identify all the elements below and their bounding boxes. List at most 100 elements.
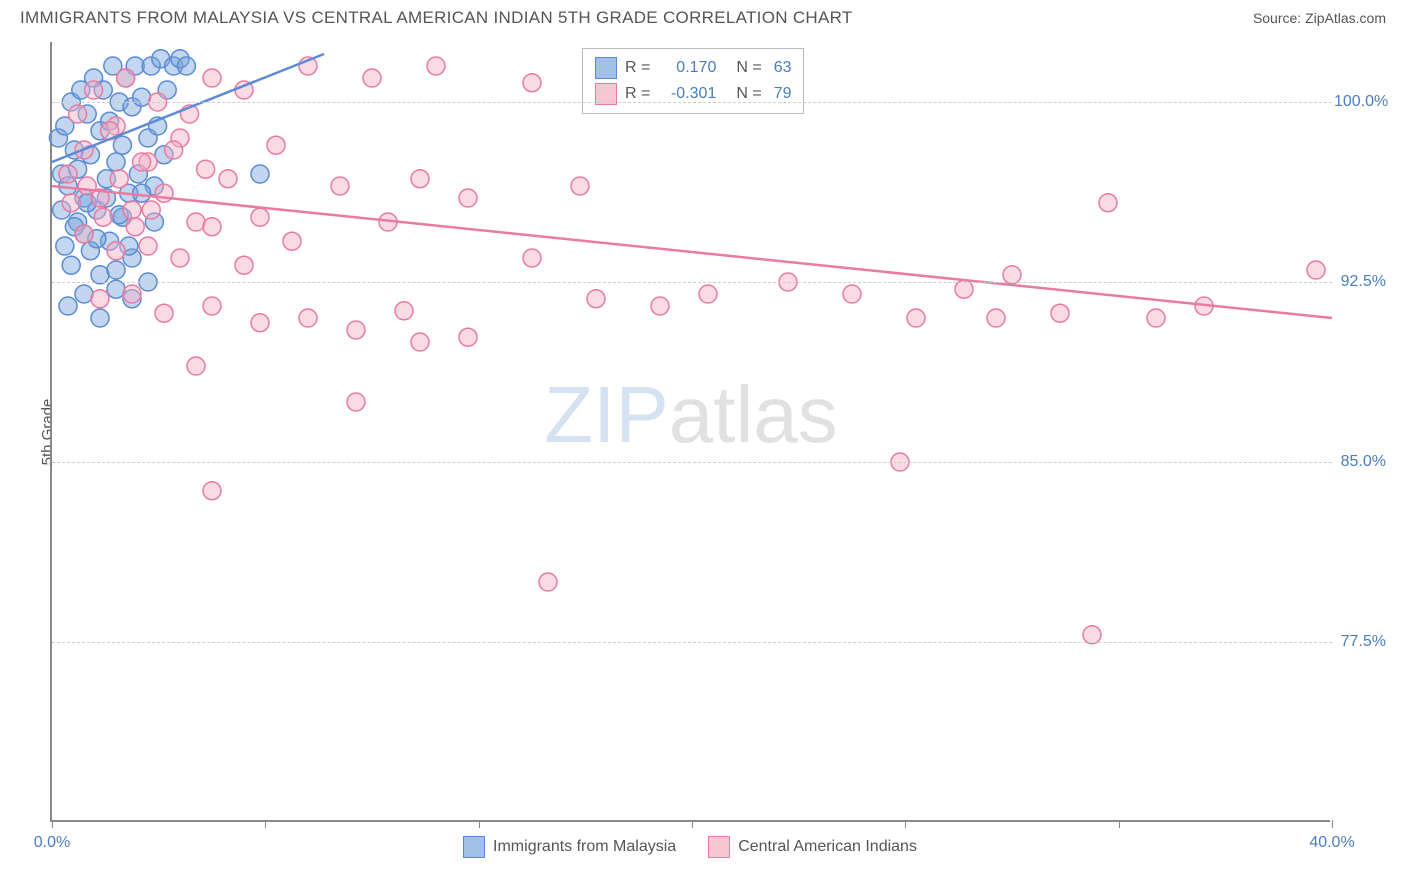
data-point (78, 177, 96, 195)
r-label: R = (625, 85, 650, 103)
data-point (843, 285, 861, 303)
n-label: N = (736, 85, 761, 103)
bottom-legend: Immigrants from Malaysia Central American… (50, 836, 1330, 858)
data-point (69, 105, 87, 123)
data-point (123, 201, 141, 219)
chart-container: 5th Grade ZIPatlas R =0.170N =63R =-0.30… (50, 42, 1386, 822)
data-point (1099, 194, 1117, 212)
data-point (347, 321, 365, 339)
data-point (75, 285, 93, 303)
data-point (539, 573, 557, 591)
data-point (62, 256, 80, 274)
data-point (251, 208, 269, 226)
data-point (139, 237, 157, 255)
n-label: N = (736, 59, 761, 77)
data-point (699, 285, 717, 303)
data-point (117, 69, 135, 87)
x-tick (52, 820, 53, 828)
data-point (91, 290, 109, 308)
data-point (107, 242, 125, 260)
data-point (197, 160, 215, 178)
data-point (1051, 304, 1069, 322)
scatter-plot-svg (52, 42, 1332, 822)
data-point (571, 177, 589, 195)
data-point (523, 249, 541, 267)
data-point (203, 482, 221, 500)
data-point (107, 261, 125, 279)
gridline (52, 642, 1332, 643)
data-point (171, 249, 189, 267)
bottom-legend-item: Immigrants from Malaysia (463, 836, 676, 858)
data-point (267, 136, 285, 154)
data-point (85, 81, 103, 99)
data-point (987, 309, 1005, 327)
gridline (52, 462, 1332, 463)
legend-label: Immigrants from Malaysia (493, 838, 676, 856)
data-point (251, 165, 269, 183)
data-point (459, 328, 477, 346)
data-point (251, 314, 269, 332)
data-point (94, 208, 112, 226)
y-tick-label: 100.0% (1334, 93, 1386, 111)
x-tick (1119, 820, 1120, 828)
data-point (395, 302, 413, 320)
data-point (91, 309, 109, 327)
legend-label: Central American Indians (738, 838, 917, 856)
trend-line (52, 186, 1332, 318)
gridline (52, 282, 1332, 283)
legend-stats-row: R = 0.170 N = 63 (595, 55, 791, 81)
data-point (283, 232, 301, 250)
data-point (203, 218, 221, 236)
data-point (331, 177, 349, 195)
data-point (187, 357, 205, 375)
data-point (113, 136, 131, 154)
data-point (459, 189, 477, 207)
bottom-legend-item: Central American Indians (708, 836, 917, 858)
data-point (59, 297, 77, 315)
data-point (203, 69, 221, 87)
data-point (1307, 261, 1325, 279)
n-value: 63 (774, 59, 792, 77)
data-point (1147, 309, 1165, 327)
x-tick (265, 820, 266, 828)
chart-title: IMMIGRANTS FROM MALAYSIA VS CENTRAL AMER… (20, 8, 853, 28)
chart-header: IMMIGRANTS FROM MALAYSIA VS CENTRAL AMER… (0, 0, 1406, 32)
data-point (59, 165, 77, 183)
y-tick-label: 77.5% (1334, 633, 1386, 651)
data-point (155, 184, 173, 202)
y-tick-label: 92.5% (1334, 273, 1386, 291)
data-point (165, 141, 183, 159)
data-point (75, 225, 93, 243)
data-point (123, 285, 141, 303)
data-point (427, 57, 445, 75)
data-point (155, 304, 173, 322)
legend-swatch (463, 836, 485, 858)
data-point (907, 309, 925, 327)
legend-swatch (708, 836, 730, 858)
data-point (62, 194, 80, 212)
data-point (56, 237, 74, 255)
r-label: R = (625, 59, 650, 77)
data-point (187, 213, 205, 231)
data-point (126, 218, 144, 236)
data-point (142, 201, 160, 219)
x-tick (1332, 820, 1333, 828)
legend-stats-row: R =-0.301N =79 (595, 81, 791, 107)
data-point (133, 88, 151, 106)
data-point (523, 74, 541, 92)
legend-swatch (595, 57, 617, 79)
r-value: 0.170 (662, 59, 716, 77)
data-point (299, 309, 317, 327)
data-point (177, 57, 195, 75)
data-point (587, 290, 605, 308)
gridline (52, 102, 1332, 103)
y-tick-label: 85.0% (1334, 453, 1386, 471)
data-point (219, 170, 237, 188)
data-point (110, 170, 128, 188)
data-point (107, 153, 125, 171)
x-tick (479, 820, 480, 828)
data-point (133, 184, 151, 202)
data-point (235, 256, 253, 274)
chart-source: Source: ZipAtlas.com (1253, 10, 1386, 26)
legend-stats-box: R = 0.170 N = 63 R =-0.301N =79 (582, 48, 804, 114)
